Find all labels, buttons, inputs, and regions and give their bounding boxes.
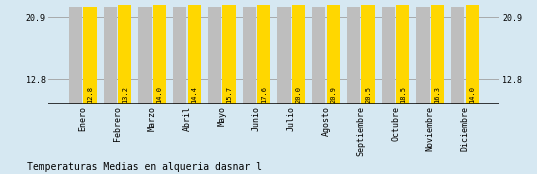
Text: 15.7: 15.7 — [226, 86, 232, 103]
Bar — [104, 7, 117, 104]
Text: 14.0: 14.0 — [469, 86, 475, 103]
Text: 20.5: 20.5 — [365, 86, 371, 103]
Text: 20.0: 20.0 — [295, 86, 302, 103]
Text: 14.0: 14.0 — [157, 86, 163, 103]
Bar — [188, 0, 201, 104]
Text: 17.6: 17.6 — [261, 86, 267, 103]
Bar — [208, 7, 221, 104]
Bar — [347, 7, 360, 104]
Bar — [312, 7, 325, 104]
Text: 13.2: 13.2 — [122, 86, 128, 103]
Bar — [243, 7, 256, 104]
Bar — [139, 7, 151, 104]
Bar — [326, 0, 340, 104]
Text: 18.5: 18.5 — [400, 86, 406, 103]
Bar — [118, 4, 132, 104]
Bar — [277, 7, 291, 104]
Bar — [416, 7, 430, 104]
Text: Temperaturas Medias en alqueria dasnar l: Temperaturas Medias en alqueria dasnar l — [27, 162, 262, 172]
Bar — [292, 0, 305, 104]
Bar — [396, 0, 409, 104]
Bar — [222, 0, 236, 104]
Text: 20.9: 20.9 — [330, 86, 336, 103]
Bar — [451, 7, 465, 104]
Bar — [466, 0, 479, 104]
Bar — [83, 7, 97, 104]
Text: 14.4: 14.4 — [191, 86, 197, 103]
Bar — [361, 0, 375, 104]
Bar — [69, 7, 82, 104]
Bar — [173, 7, 186, 104]
Bar — [257, 0, 271, 104]
Text: 12.8: 12.8 — [87, 86, 93, 103]
Bar — [431, 0, 444, 104]
Bar — [153, 0, 166, 104]
Text: 16.3: 16.3 — [434, 86, 440, 103]
Bar — [382, 7, 395, 104]
